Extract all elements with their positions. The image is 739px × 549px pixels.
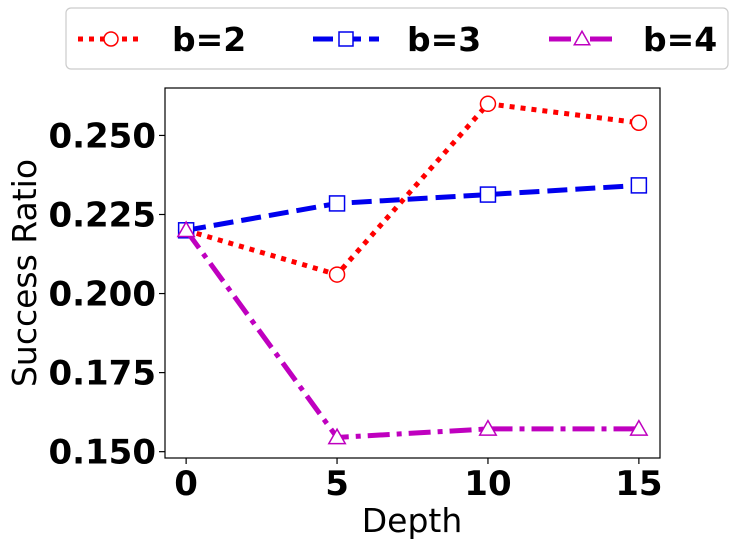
series-line-b3 [185, 182, 640, 233]
plot-area-frame [164, 87, 661, 459]
y-tick-label: 0.250 [48, 116, 156, 156]
legend-marker-b2 [103, 31, 119, 47]
data-point-b4 [478, 419, 498, 436]
x-tick-label: 0 [174, 464, 198, 504]
series-line-b4 [184, 228, 639, 440]
data-point-b3 [630, 177, 648, 194]
legend-label-b2: b=2 [172, 20, 246, 59]
series-b4 [176, 220, 649, 445]
y-tick-label: 0.150 [48, 433, 156, 473]
data-point-b4 [176, 220, 196, 238]
y-axis-label: Success Ratio [5, 159, 44, 387]
data-point-b3 [328, 195, 346, 212]
series-line-b2 [185, 101, 640, 278]
data-point-b4 [629, 419, 649, 436]
legend-marker-b4 [573, 29, 591, 46]
y-tick-label: 0.200 [48, 275, 156, 315]
data-point-b2 [479, 95, 497, 113]
x-axis-ticks: 0 5 10 15 [174, 458, 663, 504]
data-point-b2 [328, 266, 346, 283]
x-axis-label: Depth [362, 501, 463, 540]
legend: b=2 b=3 b=4 [78, 20, 717, 59]
legend-label-b3: b=3 [407, 20, 481, 59]
x-tick-label: 5 [325, 464, 349, 504]
data-point-b4 [327, 427, 347, 445]
y-tick-label: 0.175 [48, 354, 156, 394]
data-point-b3 [479, 186, 497, 203]
series-b3 [177, 177, 648, 239]
y-tick-label: 0.225 [48, 195, 156, 235]
legend-marker-b3 [338, 31, 354, 47]
data-point-b2 [630, 114, 648, 132]
series-layer [176, 95, 649, 445]
legend-box [65, 7, 729, 70]
legend-label-b4: b=4 [643, 20, 717, 59]
y-axis-ticks: 0.150 0.175 0.200 0.225 0.250 [48, 116, 165, 473]
x-tick-label: 15 [615, 464, 662, 504]
x-tick-label: 10 [464, 464, 511, 504]
